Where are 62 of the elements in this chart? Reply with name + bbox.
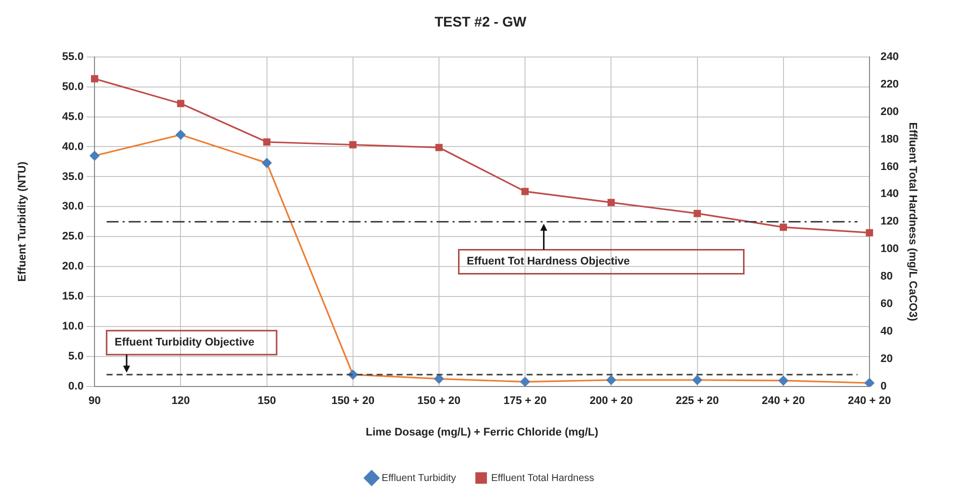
point	[90, 150, 100, 161]
point	[866, 229, 874, 236]
y-tick-label: 10.0	[62, 320, 84, 333]
x-tick-label: 240 + 20	[762, 395, 805, 408]
y-tick-label: 5.0	[68, 350, 84, 363]
point	[608, 198, 615, 206]
y2-tick-label: 140	[880, 188, 899, 200]
x-tick-label: 200 + 20	[590, 395, 633, 408]
y2-tick-label: 200	[880, 106, 899, 118]
point	[694, 210, 701, 218]
y-tick-label: 30.0	[62, 200, 84, 213]
y2-tick-label: 40	[880, 326, 893, 338]
legend-label: Effluent Turbidity	[382, 472, 456, 484]
y2-tick-label: 120	[880, 216, 899, 228]
point	[778, 376, 788, 386]
point	[262, 158, 272, 168]
y2-tick-label: 240	[880, 50, 899, 63]
point	[434, 374, 444, 384]
x-tick-label: 150 + 20	[417, 395, 461, 408]
y-tick-label: 50.0	[62, 80, 84, 93]
point	[780, 224, 787, 231]
y2-tick-label: 100	[880, 243, 899, 256]
ref-line-label: Effuent Tot Hardness Objective	[466, 256, 630, 268]
y2-axis-title: Effluent Total Hardness (mg/L CaCO3)	[906, 122, 918, 322]
point	[263, 138, 270, 146]
x-tick-label: 225 + 20	[676, 395, 719, 408]
x-tick-label: 175 + 20	[504, 395, 547, 408]
point	[177, 100, 184, 108]
legend-label: Effluent Total Hardness	[491, 472, 594, 484]
point	[176, 130, 186, 140]
x-tick-label: 120	[172, 395, 190, 408]
ref-line-label: Effuent Turbidity Objective	[114, 336, 254, 349]
x-tick-label: 150	[258, 395, 276, 408]
y2-tick-label: 220	[880, 78, 899, 90]
x-tick-label: 150 + 20	[331, 395, 374, 408]
point	[349, 141, 357, 148]
y2-tick-label: 0	[880, 380, 887, 393]
point	[521, 188, 529, 196]
y2-tick-label: 20	[880, 353, 893, 366]
point	[520, 377, 530, 387]
y-tick-label: 40.0	[62, 140, 84, 153]
y-tick-label: 15.0	[62, 290, 84, 303]
y-tick-label: 45.0	[62, 110, 84, 123]
chart-title: TEST #2 - GW	[434, 13, 528, 30]
point	[692, 375, 702, 385]
y-tick-label: 55.0	[62, 50, 84, 63]
y-tick-label: 25.0	[62, 230, 84, 243]
y-tick-label: 35.0	[62, 170, 84, 183]
y-tick-label: 20.0	[62, 260, 84, 273]
x-tick-label: 240 + 20	[848, 395, 892, 408]
y2-tick-label: 80	[880, 270, 893, 283]
point	[864, 378, 874, 387]
point	[90, 75, 98, 82]
x-tick-label: 90	[88, 395, 101, 408]
x-axis-title: Lime Dosage (mg/L) + Ferric Chloride (mg/L)	[366, 426, 599, 438]
y-tick-label: 0.0	[68, 380, 84, 393]
y2-tick-label: 180	[880, 133, 899, 146]
y2-tick-label: 160	[880, 160, 899, 173]
point	[606, 375, 616, 385]
point	[435, 144, 443, 152]
y-axis-title: Effuent Turbidity (NTU)	[16, 161, 29, 282]
y2-tick-label: 60	[880, 298, 893, 310]
